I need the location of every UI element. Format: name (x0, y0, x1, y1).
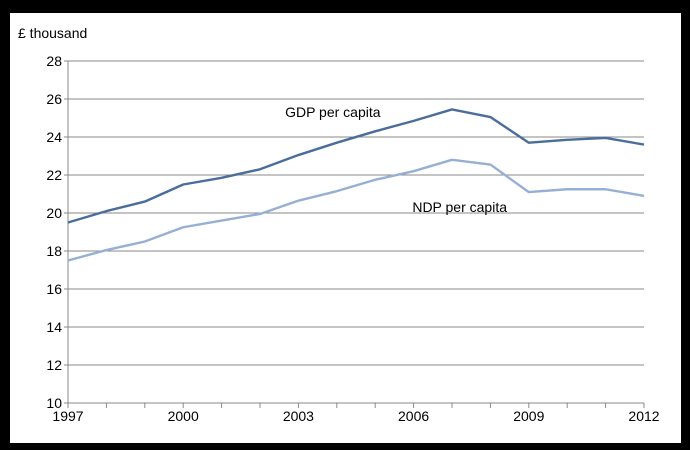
series-label-ndp-per-capita: NDP per capita (412, 199, 507, 215)
gridlines (68, 60, 644, 366)
x-tick-label-2012: 2012 (628, 408, 659, 424)
x-tick-label-2000: 2000 (168, 408, 199, 424)
y-tick-label-16: 16 (46, 281, 62, 297)
y-axis-unit-label: £ thousand (18, 25, 87, 41)
x-tick-label-2003: 2003 (283, 408, 314, 424)
y-tick-label-10: 10 (46, 395, 62, 411)
axes (64, 60, 645, 408)
y-tick-label-24: 24 (46, 129, 62, 145)
y-tick-label-22: 22 (46, 167, 62, 183)
x-tick-label-2009: 2009 (513, 408, 544, 424)
y-tick-label-20: 20 (46, 205, 62, 221)
y-tick-label-12: 12 (46, 357, 62, 373)
x-tick-label-2006: 2006 (398, 408, 429, 424)
y-tick-label-14: 14 (46, 319, 62, 335)
y-tick-labels: 10 12 14 16 18 20 22 24 26 28 (46, 53, 62, 411)
series-line-ndp-per-capita (67, 158, 645, 262)
series-labels: GDP per capita NDP per capita (285, 104, 507, 215)
x-tick-label-1997: 1997 (52, 408, 83, 424)
x-tick-labels: 1997 2000 2003 2006 2009 2012 (52, 408, 659, 424)
y-tick-label-18: 18 (46, 243, 62, 259)
line-chart: £ thousand 10 12 14 16 18 20 22 24 26 28 1997 2000… (18, 25, 660, 424)
y-tick-label-26: 26 (46, 91, 62, 107)
series-lines (67, 108, 645, 262)
series-line-gdp-per-capita (67, 108, 645, 224)
series-label-gdp-per-capita: GDP per capita (285, 104, 381, 120)
y-tick-label-28: 28 (46, 53, 62, 69)
chart-frame: £ thousand 10 12 14 16 18 20 22 24 26 28 1997 2000… (10, 13, 681, 443)
